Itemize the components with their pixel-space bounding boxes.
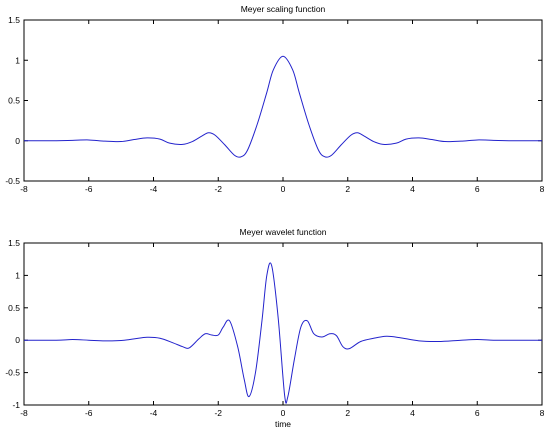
x-tick-label: 2: [345, 408, 350, 418]
x-tick-label: -8: [20, 184, 28, 194]
y-tick-label: 0.5: [8, 96, 20, 106]
y-tick-label: 1: [15, 270, 20, 280]
x-tick-label: -4: [150, 184, 158, 194]
y-tick-label: 0: [15, 136, 20, 146]
x-tick-label: -4: [150, 408, 158, 418]
y-tick-label: -0.5: [5, 176, 20, 186]
y-tick-label: 1.5: [8, 238, 20, 248]
x-axis-label: time: [275, 419, 291, 429]
y-tick-label: -0.5: [5, 368, 20, 378]
x-tick-label: -6: [85, 184, 93, 194]
chart-title: Meyer wavelet function: [240, 227, 327, 237]
y-tick-label: -1: [12, 400, 20, 410]
x-tick-label: 0: [281, 408, 286, 418]
chart-title: Meyer scaling function: [241, 4, 326, 14]
x-tick-label: -6: [85, 408, 93, 418]
y-tick-label: 0.5: [8, 303, 20, 313]
x-tick-label: 4: [410, 408, 415, 418]
x-tick-label: 2: [345, 184, 350, 194]
y-tick-label: 1: [15, 55, 20, 65]
x-tick-label: 6: [475, 408, 480, 418]
x-tick-label: -2: [214, 408, 222, 418]
scaling-function-plot: Meyer scaling function -8 -6 -4 -2 0 2 4 6 8 -0.5…: [5, 4, 544, 194]
x-tick-label: 0: [281, 184, 286, 194]
y-tick-label: 1.5: [8, 15, 20, 25]
y-tick-label: 0: [15, 335, 20, 345]
x-tick-label: 4: [410, 184, 415, 194]
plot-frame: [23, 19, 543, 182]
x-tick-label: 6: [475, 184, 480, 194]
wavelet-function-plot: Meyer wavelet function time -8 -6 -4 -2 0 2 4 6…: [5, 227, 544, 429]
x-tick-label: -2: [214, 184, 222, 194]
series-line: [23, 262, 542, 404]
x-tick-label: -8: [20, 408, 28, 418]
x-tick-label: 8: [540, 408, 545, 418]
x-tick-label: 8: [540, 184, 545, 194]
series-line: [23, 55, 543, 158]
